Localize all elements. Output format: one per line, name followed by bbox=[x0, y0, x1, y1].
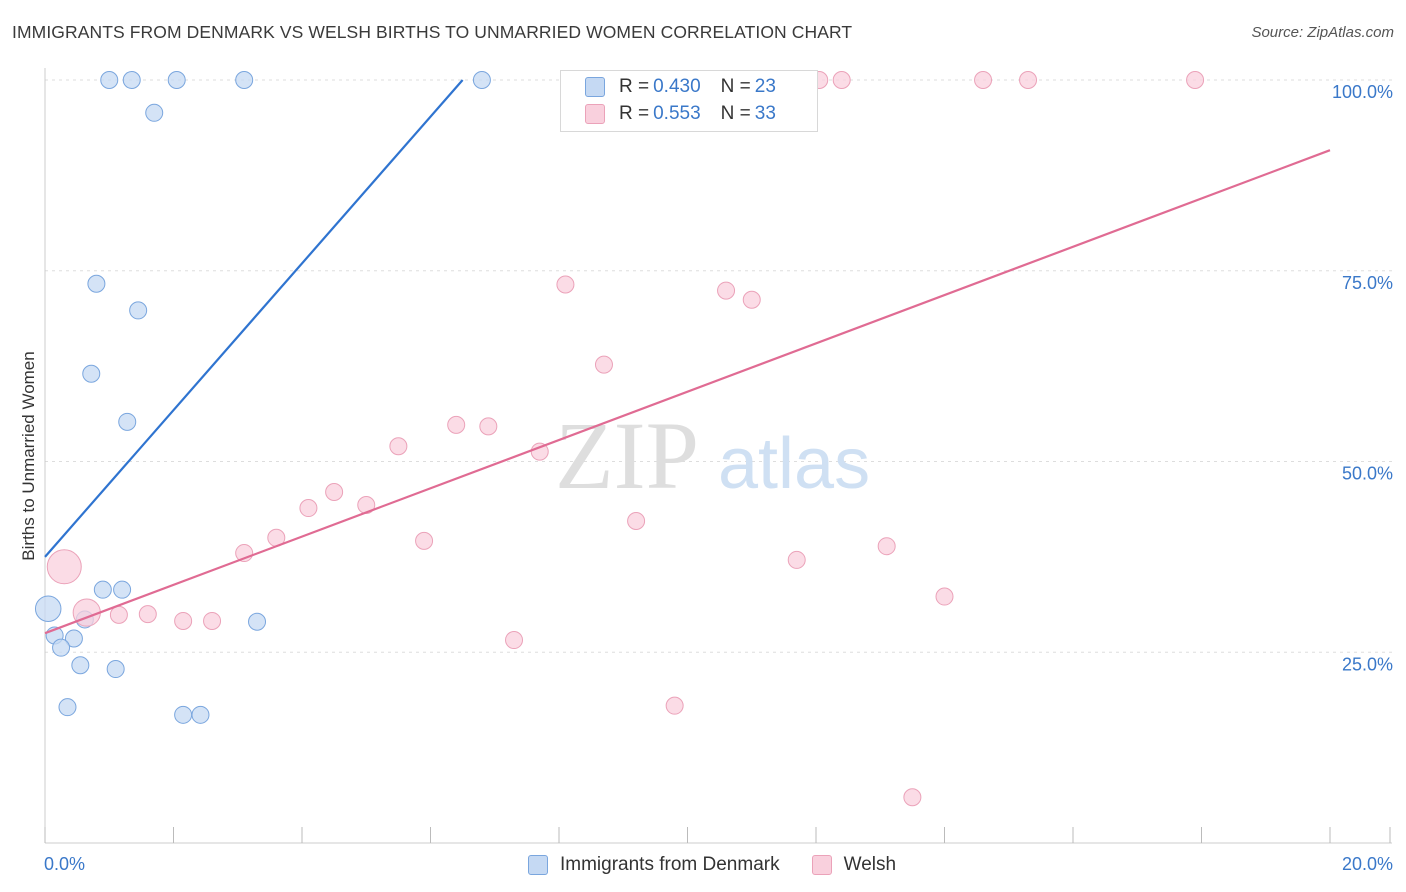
legend-row-denmark: R = 0.430 N = 23 bbox=[585, 75, 776, 99]
denmark-point bbox=[118, 412, 137, 431]
welsh-point bbox=[447, 415, 466, 434]
watermark-atlas: atlas bbox=[718, 424, 870, 504]
denmark-point bbox=[100, 71, 119, 89]
y-tick-label: 25.0% bbox=[1342, 654, 1393, 674]
y-axis-label: Births to Unmarried Women bbox=[19, 351, 38, 560]
correlation-legend: R = 0.430 N = 23 R = 0.553 N = 33 bbox=[560, 70, 818, 132]
denmark-trend-line bbox=[44, 79, 464, 558]
series-legend: Immigrants from Denmark Welsh bbox=[528, 852, 928, 878]
welsh-point bbox=[174, 611, 193, 630]
welsh-point bbox=[974, 71, 993, 89]
welsh-point bbox=[665, 696, 684, 715]
denmark-point bbox=[113, 580, 132, 599]
y-tick-label: 50.0% bbox=[1342, 464, 1393, 484]
legend-n-label: N = bbox=[720, 76, 751, 97]
welsh-point bbox=[505, 631, 524, 650]
denmark-point bbox=[71, 656, 90, 675]
denmark-point bbox=[87, 274, 106, 293]
denmark-point bbox=[58, 698, 77, 717]
tick-labels: 25.0% 50.0% 75.0% 100.0% 0.0% 20.0% bbox=[44, 82, 1393, 874]
denmark-point bbox=[248, 612, 267, 631]
welsh-point bbox=[556, 275, 575, 294]
chart-title: IMMIGRANTS FROM DENMARK VS WELSH BIRTHS … bbox=[12, 22, 853, 42]
watermark-zip: ZIP bbox=[555, 402, 699, 509]
welsh-point bbox=[877, 537, 896, 556]
x-tick-label: 0.0% bbox=[44, 854, 85, 874]
y-tick-label: 75.0% bbox=[1342, 273, 1393, 293]
denmark-point bbox=[122, 71, 141, 89]
denmark-point bbox=[167, 71, 186, 89]
welsh-point bbox=[717, 281, 736, 300]
welsh-point bbox=[935, 587, 954, 606]
legend-r-value: 0.430 bbox=[653, 76, 701, 97]
legend-swatch-pink bbox=[585, 104, 605, 124]
legend-r-label: R = bbox=[619, 76, 650, 97]
welsh-point bbox=[1019, 71, 1038, 89]
legend-r-value: 0.553 bbox=[653, 103, 701, 124]
welsh-trend-line bbox=[44, 149, 1331, 635]
welsh-point bbox=[479, 417, 498, 436]
welsh-point bbox=[389, 437, 408, 456]
legend-row-welsh: R = 0.553 N = 33 bbox=[585, 102, 776, 126]
welsh-point bbox=[627, 512, 646, 531]
denmark-point bbox=[106, 660, 125, 679]
welsh-point bbox=[325, 483, 344, 502]
denmark-point bbox=[145, 103, 164, 122]
source-label: Source: ZipAtlas.com bbox=[1251, 24, 1394, 41]
x-tick-label: 20.0% bbox=[1342, 854, 1393, 874]
denmark-point bbox=[472, 71, 491, 89]
legend-n-label: N = bbox=[720, 103, 751, 124]
denmark-point bbox=[174, 705, 193, 724]
welsh-point bbox=[109, 605, 128, 624]
welsh-point bbox=[299, 499, 318, 518]
legend-n-value: 23 bbox=[754, 76, 776, 97]
watermark: ZIP atlas bbox=[555, 402, 870, 509]
series-name: Immigrants from Denmark bbox=[560, 854, 780, 875]
welsh-point bbox=[415, 531, 434, 550]
legend-swatch-blue bbox=[585, 77, 605, 97]
axes bbox=[44, 68, 1392, 844]
series-name: Welsh bbox=[843, 854, 897, 875]
denmark-point bbox=[191, 705, 210, 724]
denmark-point bbox=[82, 364, 101, 383]
welsh-point bbox=[787, 550, 806, 569]
legend-n-value: 33 bbox=[754, 103, 776, 124]
denmark-point bbox=[52, 638, 71, 657]
series-legend-welsh: Welsh bbox=[811, 854, 897, 876]
welsh-point bbox=[1186, 71, 1205, 89]
y-tick-label: 100.0% bbox=[1332, 82, 1393, 102]
welsh-point bbox=[903, 788, 922, 807]
series-legend-denmark: Immigrants from Denmark bbox=[528, 854, 780, 876]
data-points bbox=[34, 71, 1205, 807]
welsh-point bbox=[203, 611, 222, 630]
series-swatch-pink bbox=[811, 855, 832, 875]
welsh-point bbox=[594, 355, 613, 374]
denmark-point bbox=[34, 595, 62, 623]
gridlines bbox=[45, 79, 1392, 653]
legend-r-label: R = bbox=[619, 103, 650, 124]
welsh-point bbox=[742, 290, 761, 309]
welsh-point bbox=[138, 605, 157, 624]
denmark-point bbox=[93, 580, 112, 599]
denmark-point bbox=[129, 301, 148, 320]
welsh-point bbox=[46, 549, 82, 585]
denmark-point bbox=[64, 629, 83, 648]
welsh-point bbox=[832, 71, 851, 89]
trend-lines bbox=[44, 79, 1331, 635]
series-swatch-blue bbox=[528, 855, 548, 875]
denmark-point bbox=[235, 71, 254, 89]
